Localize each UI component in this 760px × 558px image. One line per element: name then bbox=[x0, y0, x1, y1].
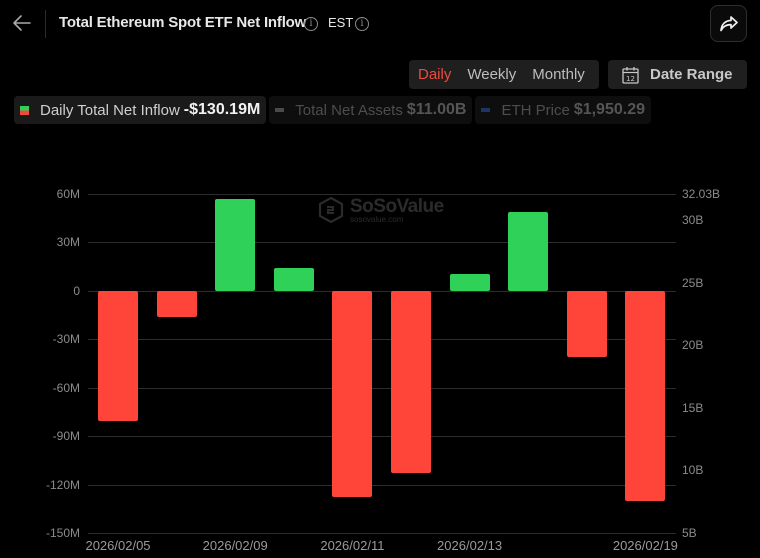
net-inflow-bar-chart: SoSoValue sosovalue.com 60M 30M 0 -30M -60M -… bbox=[0, 130, 760, 558]
y-axis-left-tick: -30M bbox=[52, 332, 80, 347]
bar-2026-02-18[interactable] bbox=[566, 290, 607, 358]
y-axis-left-tick: 30M bbox=[56, 235, 80, 250]
calendar-icon: 12 bbox=[622, 66, 639, 84]
svg-text:12: 12 bbox=[626, 75, 635, 83]
y-axis-left-tick: 60M bbox=[56, 187, 80, 201]
x-axis-tick: 2026/02/11 bbox=[320, 538, 385, 553]
period-daily-button[interactable]: Daily bbox=[418, 66, 452, 83]
y-axis-left-tick: 0 bbox=[73, 283, 80, 298]
x-axis-tick: 2026/02/19 bbox=[612, 538, 678, 553]
legend-value: -$130.19M bbox=[183, 101, 261, 118]
gridline bbox=[88, 290, 676, 292]
bar-2026-02-09[interactable] bbox=[215, 198, 256, 291]
timezone-info-icon[interactable]: i bbox=[355, 17, 369, 31]
y-axis-left-tick: -60M bbox=[52, 380, 80, 395]
date-range-label: Date Range bbox=[650, 66, 733, 83]
gridline bbox=[88, 484, 676, 486]
share-arrow-icon bbox=[719, 15, 738, 31]
legend-eth-price[interactable]: ETH Price $1,950.29 bbox=[475, 96, 651, 124]
legend-value: $11.00B bbox=[406, 101, 467, 118]
x-axis-tick: 2026/02/09 bbox=[202, 538, 268, 553]
bar-2026-02-05[interactable] bbox=[98, 290, 138, 421]
bar-2026-02-11[interactable] bbox=[332, 290, 373, 498]
period-weekly-button[interactable]: Weekly bbox=[467, 66, 517, 83]
bar-2026-02-17[interactable] bbox=[508, 211, 549, 291]
legend-label: Daily Total Net Inflow bbox=[40, 101, 180, 119]
bar-2026-02-13[interactable] bbox=[449, 273, 490, 291]
y-axis-right-tick: 15B bbox=[682, 401, 704, 415]
gridline bbox=[88, 194, 676, 195]
gridline bbox=[88, 242, 676, 244]
y-axis-left-tick: -150M bbox=[45, 526, 80, 540]
header-bar: Total Ethereum Spot ETF Net Inflow i EST… bbox=[0, 0, 760, 48]
legend-swatch-icon bbox=[275, 108, 285, 112]
legend-label: Total Net Assets bbox=[295, 101, 403, 119]
y-axis-right-tick: 25B bbox=[682, 276, 704, 290]
date-range-button[interactable]: 12 Date Range bbox=[608, 60, 747, 89]
y-axis-right-tick: 30B bbox=[682, 213, 704, 227]
y-axis-right-tick: 10B bbox=[682, 463, 704, 477]
y-axis-right-tick: 32.03B bbox=[682, 187, 721, 201]
sosovalue-logo-icon bbox=[318, 197, 344, 223]
sosovalue-watermark: SoSoValue sosovalue.com bbox=[318, 196, 444, 224]
bar-2026-02-06[interactable] bbox=[156, 290, 197, 317]
y-axis-left-tick: -90M bbox=[52, 429, 80, 444]
back-button[interactable] bbox=[10, 11, 34, 35]
legend-total-net-assets[interactable]: Total Net Assets $11.00B bbox=[269, 96, 473, 124]
legend-label: ETH Price bbox=[501, 101, 570, 119]
period-toggle: Daily Weekly Monthly bbox=[409, 60, 599, 89]
period-monthly-button[interactable]: Monthly bbox=[532, 66, 585, 83]
y-axis-right-tick: 20B bbox=[682, 338, 704, 352]
bar-2026-02-12[interactable] bbox=[391, 290, 431, 473]
legend-swatch-icon bbox=[481, 108, 491, 112]
legend-daily-net-inflow[interactable]: Daily Total Net Inflow -$130.19M bbox=[14, 96, 267, 124]
gridline bbox=[88, 436, 676, 438]
bar-2026-02-19[interactable] bbox=[625, 290, 666, 501]
legend-value: $1,950.29 bbox=[573, 101, 645, 118]
bar-2026-02-10[interactable] bbox=[273, 268, 314, 291]
gridline bbox=[88, 533, 676, 534]
y-axis-left-tick: -120M bbox=[45, 477, 80, 492]
gridline bbox=[88, 339, 676, 341]
page-title: Total Ethereum Spot ETF Net Inflow bbox=[59, 14, 307, 31]
arrow-left-icon bbox=[13, 15, 31, 31]
info-icon[interactable]: i bbox=[304, 17, 318, 31]
x-axis-tick: 2026/02/13 bbox=[437, 538, 503, 553]
y-axis-right-tick: 5B bbox=[682, 526, 697, 540]
header-divider bbox=[45, 10, 46, 38]
legend-swatch-icon bbox=[20, 105, 29, 115]
gridline bbox=[88, 387, 676, 389]
share-button[interactable] bbox=[710, 5, 747, 42]
chart-legend: Daily Total Net Inflow -$130.19M Total N… bbox=[14, 96, 651, 124]
x-axis-tick: 2026/02/05 bbox=[85, 538, 151, 553]
timezone-label: EST bbox=[328, 15, 354, 30]
